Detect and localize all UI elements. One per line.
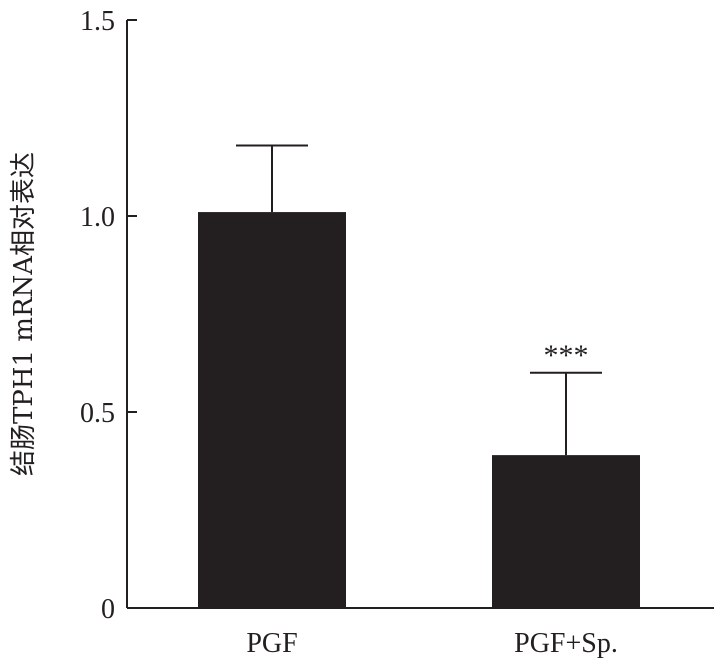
y-ticks: 0 0.5 1.0 1.5 (80, 6, 137, 625)
y-tick-label: 0 (101, 594, 115, 625)
y-tick-label: 1.0 (80, 202, 115, 233)
bar (492, 455, 640, 608)
x-category-labels: PGF PGF+Sp. (246, 628, 618, 659)
x-category-label: PGF (246, 628, 297, 659)
y-tick-label: 1.5 (80, 6, 115, 37)
y-axis-title: 结肠TPH1 mRNA相对表达 (9, 152, 39, 476)
bar (198, 212, 346, 608)
significance-label: *** (544, 339, 589, 372)
x-category-label: PGF+Sp. (514, 628, 618, 659)
bars: *** (198, 144, 640, 608)
y-tick-label: 0.5 (80, 398, 115, 429)
